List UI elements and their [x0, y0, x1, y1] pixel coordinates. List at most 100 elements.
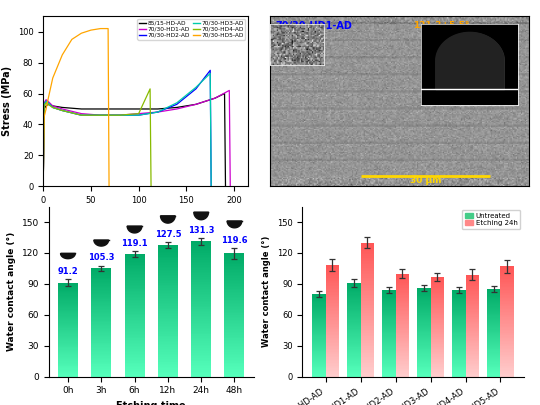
Bar — [158, 334, 178, 336]
Bar — [417, 348, 430, 349]
Bar — [382, 317, 396, 318]
Bar — [191, 358, 211, 360]
Bar — [452, 317, 465, 318]
Bar — [452, 342, 465, 343]
Y-axis label: Water contact angle (°): Water contact angle (°) — [7, 232, 16, 351]
Bar — [417, 369, 430, 370]
Bar — [158, 278, 178, 280]
Bar — [191, 356, 211, 358]
Bar — [191, 301, 211, 302]
Bar — [465, 313, 479, 314]
Bar — [125, 367, 145, 369]
Bar — [313, 360, 326, 361]
Bar — [361, 333, 374, 335]
Bar — [501, 319, 514, 320]
Bar — [430, 304, 444, 305]
Bar — [191, 243, 211, 245]
Bar — [347, 350, 361, 351]
Bar — [125, 309, 145, 311]
Bar — [58, 290, 78, 291]
Bar — [382, 338, 396, 339]
Bar — [487, 324, 501, 325]
Bar — [452, 313, 465, 314]
Bar — [191, 333, 211, 335]
Bar — [58, 303, 78, 304]
Bar — [361, 266, 374, 268]
Bar — [125, 275, 145, 277]
Bar — [487, 308, 501, 309]
Bar — [452, 296, 465, 298]
Bar — [487, 367, 501, 368]
Bar — [125, 271, 145, 272]
Bar — [158, 286, 178, 288]
Bar — [326, 361, 339, 363]
Bar — [313, 313, 326, 314]
Bar — [417, 326, 430, 327]
Bar — [396, 362, 409, 364]
Bar — [347, 323, 361, 324]
Bar — [326, 342, 339, 343]
Bar — [91, 374, 111, 375]
Bar — [125, 340, 145, 341]
Bar — [125, 371, 145, 372]
Bar — [347, 283, 361, 284]
Bar — [225, 275, 245, 277]
Text: 131.3: 131.3 — [188, 226, 214, 234]
Bar — [396, 343, 409, 344]
Bar — [430, 335, 444, 337]
Bar — [313, 301, 326, 303]
Bar — [396, 299, 409, 301]
Bar — [191, 339, 211, 341]
Bar — [487, 323, 501, 324]
Bar — [465, 340, 479, 341]
Bar — [430, 369, 444, 371]
Bar — [452, 351, 465, 352]
Bar — [417, 354, 430, 356]
Bar — [465, 343, 479, 345]
Bar — [361, 291, 374, 293]
Bar — [191, 355, 211, 356]
Bar — [430, 330, 444, 332]
Bar — [465, 355, 479, 356]
Bar — [91, 351, 111, 352]
Bar — [487, 298, 501, 299]
Bar — [430, 277, 444, 278]
Bar — [313, 327, 326, 328]
Bar — [501, 298, 514, 299]
Bar — [487, 332, 501, 333]
Bar — [158, 260, 178, 262]
Bar — [326, 339, 339, 341]
Bar — [313, 314, 326, 315]
Bar — [465, 367, 479, 368]
Bar — [125, 351, 145, 352]
Bar — [58, 288, 78, 290]
Bar — [158, 294, 178, 296]
Bar — [347, 289, 361, 290]
Bar — [361, 320, 374, 322]
Bar — [417, 357, 430, 358]
Bar — [396, 290, 409, 292]
Bar — [361, 353, 374, 355]
Bar — [361, 258, 374, 259]
Bar — [396, 339, 409, 341]
Bar — [91, 352, 111, 354]
Bar — [465, 288, 479, 289]
Bar — [191, 272, 211, 273]
Bar — [125, 338, 145, 340]
Bar — [396, 306, 409, 307]
Bar — [347, 318, 361, 319]
Bar — [465, 318, 479, 319]
Bar — [313, 354, 326, 355]
Bar — [158, 250, 178, 252]
Bar — [313, 344, 326, 345]
Bar — [58, 283, 78, 284]
Bar — [417, 298, 430, 299]
Bar — [58, 284, 78, 285]
Bar — [501, 339, 514, 341]
Legend: 85/15-HD-AD, 70/30-HD1-AD, 70/30-HD2-AD, 70/30-HD3-AD, 70/30-HD4-AD, 70/30-HD5-A: 85/15-HD-AD, 70/30-HD1-AD, 70/30-HD2-AD,… — [137, 19, 246, 40]
Bar — [501, 286, 514, 287]
Bar — [191, 270, 211, 272]
Bar — [452, 353, 465, 354]
Bar — [326, 299, 339, 300]
Bar — [191, 351, 211, 353]
